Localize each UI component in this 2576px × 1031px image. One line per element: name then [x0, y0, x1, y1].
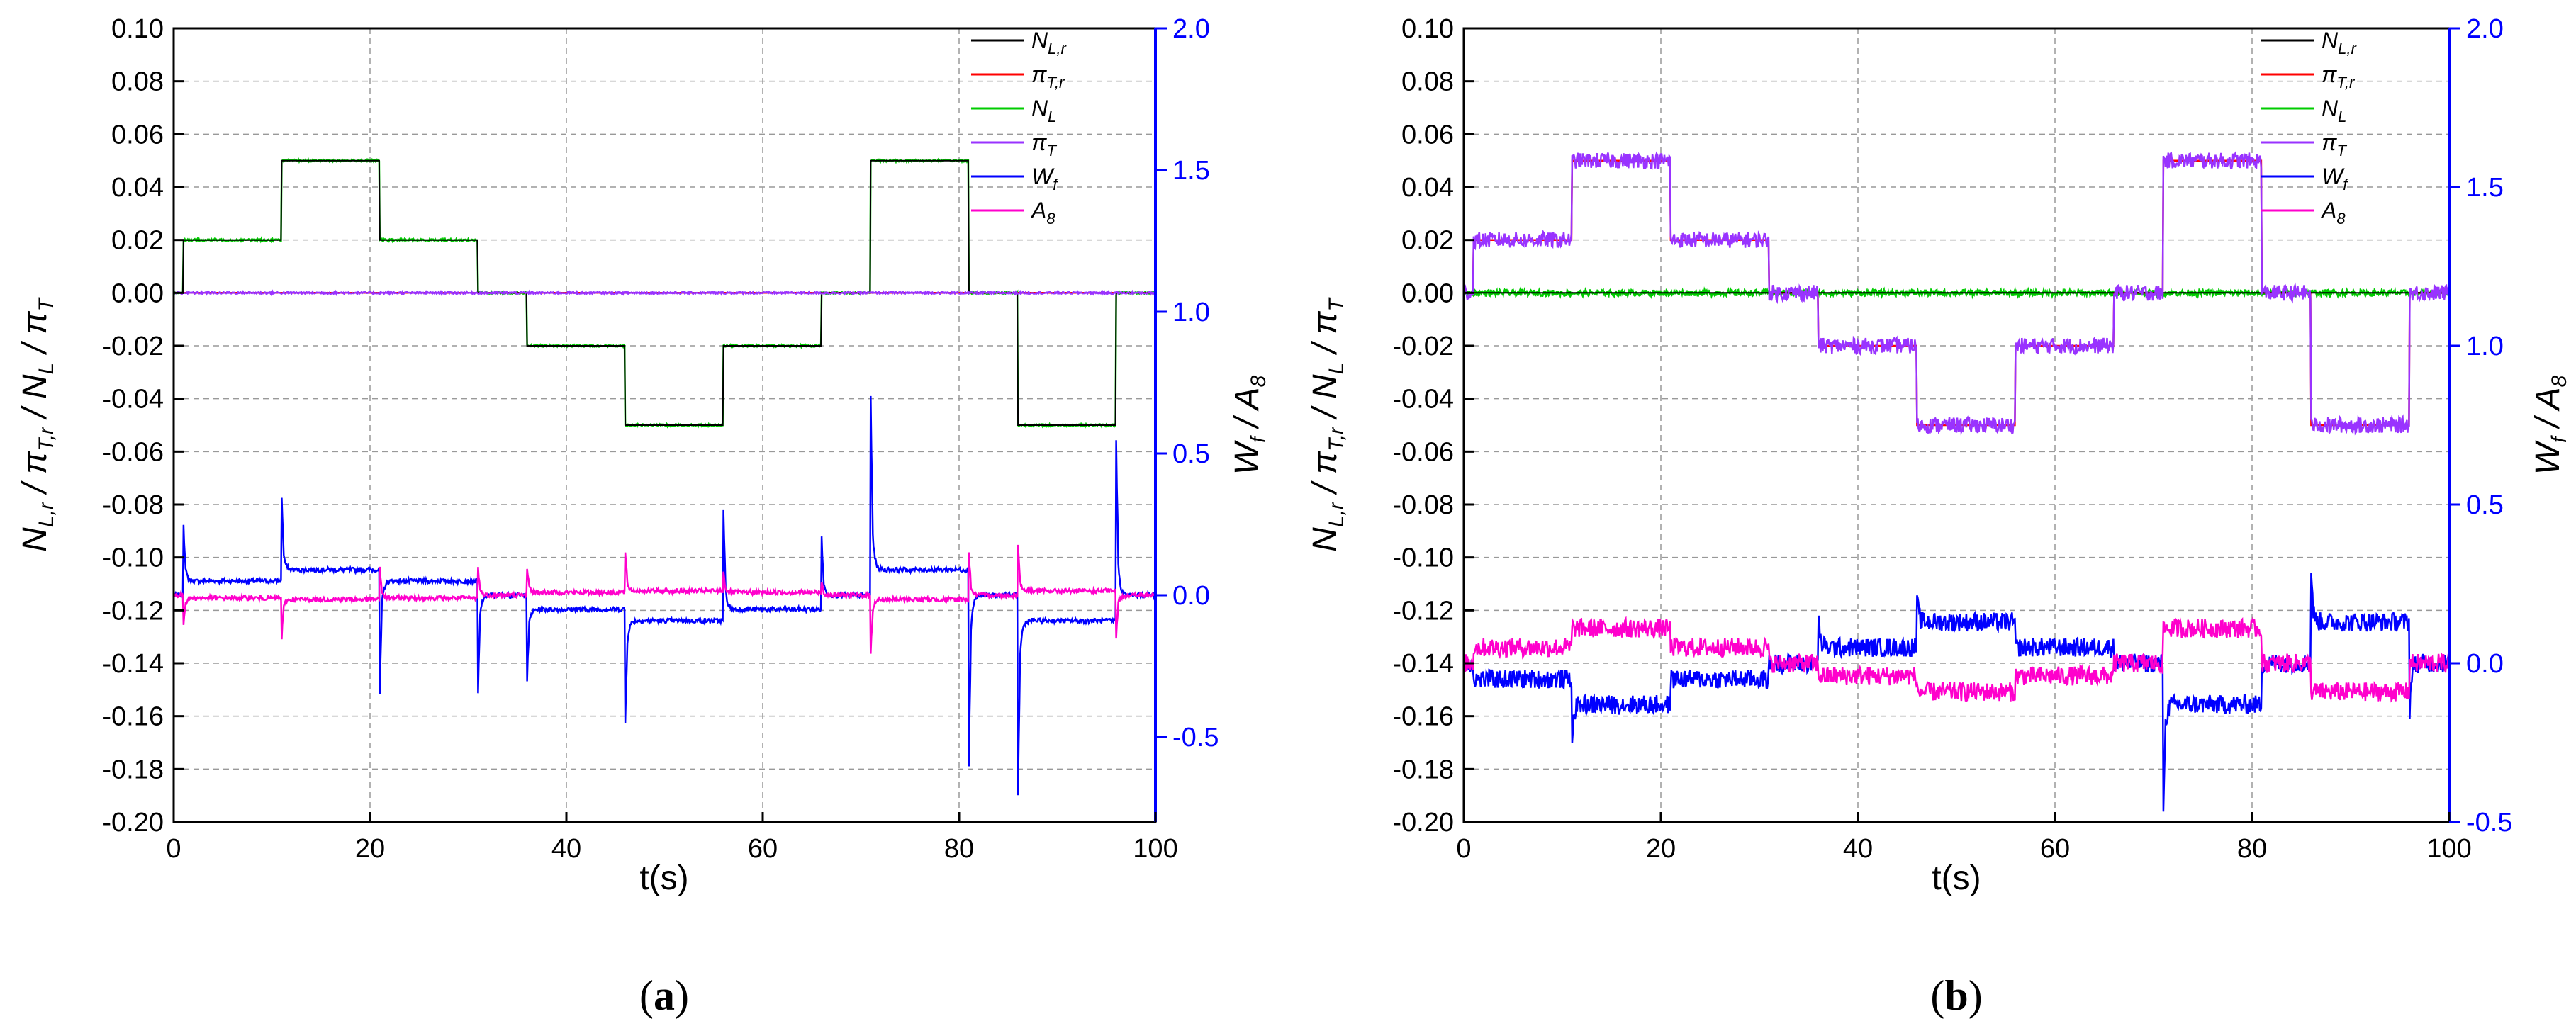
y-left-tick-label: 0.06 — [1401, 120, 1454, 150]
series-line — [1462, 573, 2451, 812]
x-tick-label: 20 — [355, 834, 385, 864]
legend-label: NL,r — [1031, 28, 1067, 57]
y-left-tick-label: 0.04 — [1401, 173, 1454, 203]
legend-label: NL — [1031, 96, 1056, 125]
grid-a — [174, 28, 1155, 822]
series-line — [172, 544, 1157, 654]
y-left-tick-label: 0.02 — [1401, 226, 1454, 256]
legend-label: NL,r — [2322, 28, 2357, 57]
legend-a: NL,r πT,r NL πT Wf A8 — [971, 28, 1067, 227]
y-right-tick-label: 0.0 — [1172, 581, 1210, 611]
y-left-tick-label: -0.14 — [1392, 649, 1454, 679]
y-left-label-a: NL,r / πT,r / NL / πT — [16, 297, 58, 552]
y-left-tick-label: -0.06 — [102, 437, 164, 467]
legend-b: NL,r πT,r NL πT Wf A8 — [2261, 28, 2357, 227]
y-right-tick-label: 0.5 — [2466, 490, 2504, 520]
y-left-tick-label: -0.02 — [102, 332, 164, 361]
y-left-tick-label: -0.08 — [102, 490, 164, 520]
y-left-tick-label: 0.00 — [111, 278, 164, 308]
x-ticks-b: 0 20 40 60 80 100 — [1456, 812, 2472, 864]
x-axis-label-b: t(s) — [1932, 860, 1981, 897]
y-right-tick-label: 0.5 — [1172, 439, 1210, 469]
y-left-tick-label: 0.10 — [1401, 14, 1454, 44]
x-tick-label: 40 — [1843, 834, 1873, 864]
y-right-tick-label: 1.0 — [1172, 298, 1210, 327]
y-left-tick-label: -0.02 — [1392, 332, 1454, 361]
y-left-tick-label: -0.12 — [1392, 596, 1454, 626]
x-axis-label-a: t(s) — [639, 860, 688, 897]
y-left-tick-label: 0.10 — [111, 14, 164, 44]
panel-b: 0 20 40 60 80 100 0.10 0.08 0.06 0.04 0.02 0.00 -0.… — [1306, 14, 2571, 1019]
y-right-ticks-b: 2.0 1.5 1.0 0.5 0.0 -0.5 — [2449, 14, 2512, 838]
y-right-tick-label: 1.0 — [2466, 332, 2504, 361]
y-right-tick-label: 2.0 — [1172, 14, 1210, 44]
x-tick-label: 60 — [2040, 834, 2070, 864]
y-right-tick-label: 0.0 — [2466, 649, 2504, 679]
y-left-tick-label: -0.04 — [1392, 385, 1454, 415]
y-right-tick-label: 1.5 — [2466, 173, 2504, 203]
legend-label: πT — [2322, 130, 2347, 159]
series-line — [1462, 151, 2451, 436]
legend-label: A8 — [2320, 198, 2346, 227]
y-right-tick-label: 1.5 — [1172, 156, 1210, 186]
legend-label: πT,r — [1031, 62, 1065, 91]
y-right-label-a: Wf / A8 — [1228, 375, 1270, 475]
y-left-tick-label: -0.06 — [1392, 437, 1454, 467]
x-tick-label: 20 — [1646, 834, 1676, 864]
y-left-tick-label: -0.16 — [1392, 702, 1454, 732]
series-line — [1462, 615, 2451, 703]
y-left-tick-label: -0.20 — [1392, 808, 1454, 838]
y-left-label-b: NL,r / πT,r / NL / πT — [1306, 297, 1348, 552]
y-left-tick-label: -0.04 — [102, 385, 164, 415]
x-tick-label: 100 — [1133, 834, 1177, 864]
x-ticks-a: 0 20 40 60 80 100 — [166, 812, 1178, 864]
y-right-label-b: Wf / A8 — [2529, 375, 2571, 475]
y-left-tick-label: -0.10 — [1392, 543, 1454, 573]
x-tick-label: 100 — [2426, 834, 2471, 864]
x-tick-label: 60 — [748, 834, 778, 864]
y-left-tick-label: -0.18 — [1392, 755, 1454, 784]
legend-label: Wf — [1031, 164, 1059, 193]
legend-label: A8 — [1030, 198, 1055, 227]
legend-label: πT,r — [2322, 62, 2356, 91]
y-right-tick-label: -0.5 — [2466, 808, 2512, 838]
x-tick-label: 80 — [944, 834, 974, 864]
y-left-tick-label: 0.00 — [1401, 278, 1454, 308]
y-left-tick-label: 0.02 — [111, 226, 164, 256]
y-left-tick-label: -0.10 — [102, 543, 164, 573]
y-left-tick-label: -0.14 — [102, 649, 164, 679]
x-tick-label: 0 — [166, 834, 181, 864]
y-right-ticks-a: 2.0 1.5 1.0 0.5 0.0 -0.5 — [1155, 14, 1219, 753]
legend-label: πT — [1031, 130, 1057, 159]
legend-label: NL — [2322, 96, 2346, 125]
series-line — [173, 289, 1156, 297]
x-tick-label: 0 — [1456, 834, 1471, 864]
x-tick-label: 40 — [551, 834, 581, 864]
y-left-tick-label: -0.12 — [102, 596, 164, 626]
y-right-tick-label: 2.0 — [2466, 14, 2504, 44]
panel-a: 0 20 40 60 80 100 0.10 0.08 0.06 0.04 0.02 0.00 -0.… — [16, 14, 1270, 1019]
y-left-tick-label: -0.20 — [102, 808, 164, 838]
y-left-tick-label: -0.08 — [1392, 490, 1454, 520]
y-left-tick-label: 0.06 — [111, 120, 164, 150]
panel-caption-a: (a) — [639, 972, 689, 1019]
y-left-tick-label: -0.18 — [102, 755, 164, 784]
y-left-ticks-a: 0.10 0.08 0.06 0.04 0.02 0.00 -0.02 -0.04 -0.06 -… — [102, 14, 184, 838]
panel-caption-b: (b) — [1930, 972, 1982, 1019]
y-left-ticks-b: 0.10 0.08 0.06 0.04 0.02 0.00 -0.02 -0.04 -0.06 -… — [1392, 14, 1474, 838]
traces-b — [1462, 151, 2451, 812]
y-right-tick-label: -0.5 — [1172, 723, 1219, 753]
y-left-tick-label: 0.08 — [111, 67, 164, 97]
traces-a — [172, 157, 1157, 796]
y-left-tick-label: -0.16 — [102, 702, 164, 732]
legend-label: Wf — [2322, 164, 2349, 193]
x-tick-label: 80 — [2237, 834, 2267, 864]
y-left-tick-label: 0.08 — [1401, 67, 1454, 97]
y-left-tick-label: 0.04 — [111, 173, 164, 203]
